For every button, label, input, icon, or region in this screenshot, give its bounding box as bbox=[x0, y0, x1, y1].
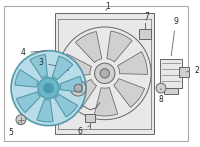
Bar bbox=[164, 88, 178, 94]
Wedge shape bbox=[37, 99, 53, 122]
Circle shape bbox=[74, 84, 82, 92]
Text: 6: 6 bbox=[78, 126, 90, 136]
Text: 4: 4 bbox=[20, 48, 46, 57]
Circle shape bbox=[16, 115, 26, 125]
Text: 2: 2 bbox=[186, 66, 199, 75]
Wedge shape bbox=[15, 70, 39, 87]
Wedge shape bbox=[55, 94, 78, 117]
Bar bbox=[160, 59, 182, 88]
Bar bbox=[55, 13, 154, 135]
Bar bbox=[139, 29, 151, 39]
Circle shape bbox=[58, 27, 151, 120]
Text: 8: 8 bbox=[159, 88, 163, 105]
Text: 7: 7 bbox=[145, 12, 150, 21]
Text: 3: 3 bbox=[38, 58, 56, 67]
Wedge shape bbox=[107, 31, 132, 62]
Wedge shape bbox=[75, 32, 102, 63]
Text: 5: 5 bbox=[9, 122, 19, 137]
Wedge shape bbox=[17, 92, 40, 112]
Circle shape bbox=[38, 78, 59, 99]
Wedge shape bbox=[118, 52, 147, 74]
Text: 9: 9 bbox=[171, 17, 178, 56]
Circle shape bbox=[70, 80, 86, 96]
Circle shape bbox=[11, 51, 86, 126]
Wedge shape bbox=[60, 76, 82, 92]
Bar bbox=[58, 62, 68, 70]
Wedge shape bbox=[30, 55, 47, 78]
Bar bbox=[85, 114, 95, 122]
Wedge shape bbox=[52, 56, 73, 80]
Circle shape bbox=[100, 69, 109, 78]
Wedge shape bbox=[62, 54, 92, 77]
Circle shape bbox=[95, 63, 115, 83]
Circle shape bbox=[156, 83, 166, 93]
Wedge shape bbox=[66, 79, 97, 109]
Text: 1: 1 bbox=[105, 2, 110, 11]
Bar bbox=[179, 67, 189, 77]
Wedge shape bbox=[114, 79, 145, 107]
Circle shape bbox=[44, 83, 53, 93]
Wedge shape bbox=[94, 87, 118, 116]
